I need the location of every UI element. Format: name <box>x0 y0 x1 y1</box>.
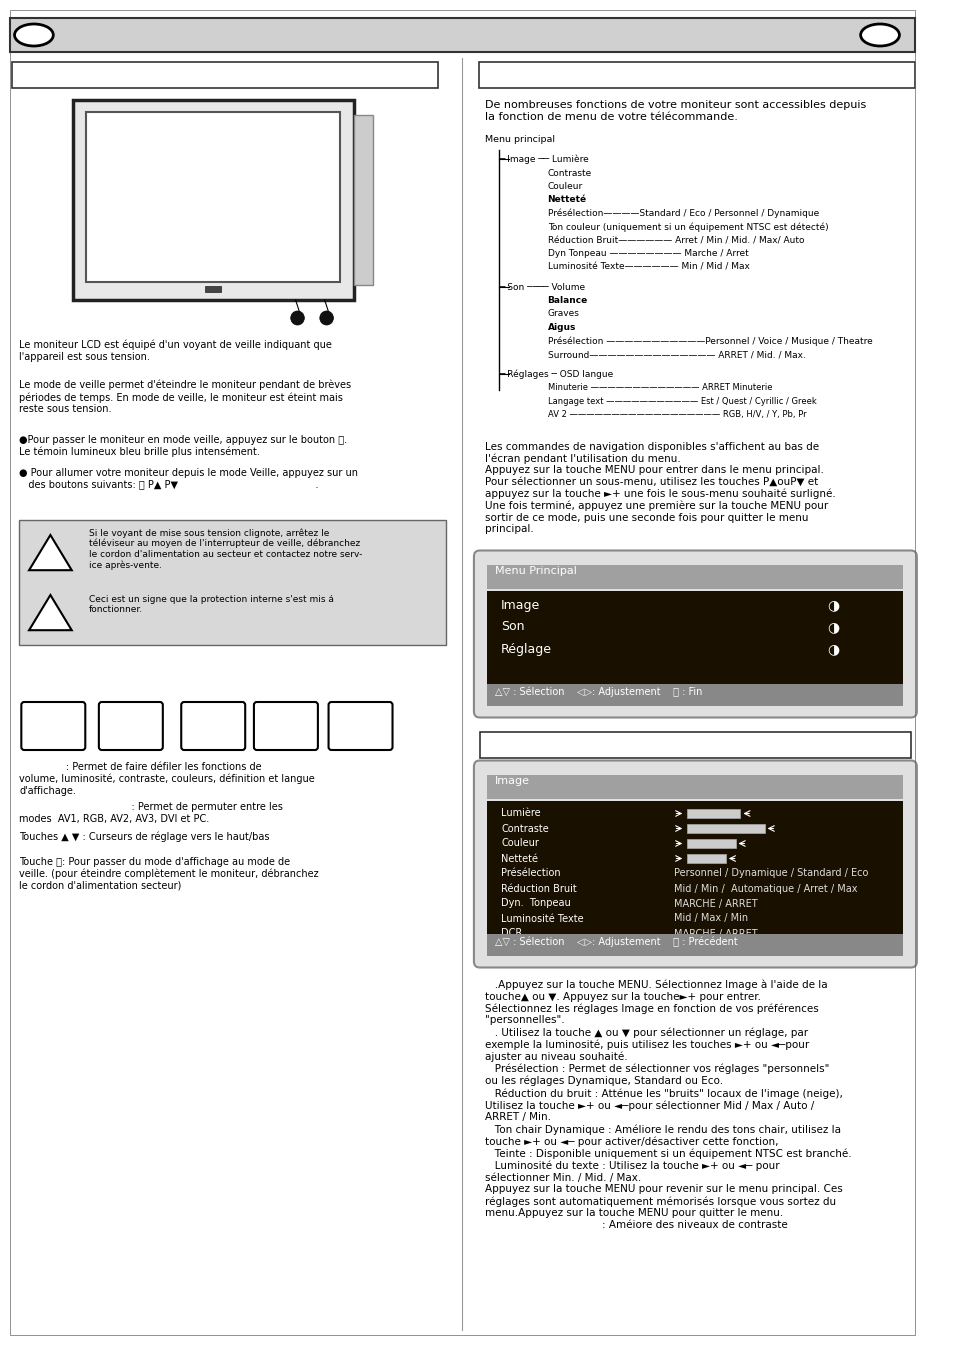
Text: Menu Principal: Menu Principal <box>495 566 577 577</box>
Text: ⏻: ⏻ <box>357 719 363 730</box>
Bar <box>478 62 914 88</box>
Text: Couleur: Couleur <box>547 182 582 190</box>
Text: : Permet de permuter entre les
modes  AV1, RGB, AV2, AV3, DVI et PC.: : Permet de permuter entre les modes AV1… <box>19 802 283 824</box>
Text: Couleur: Couleur <box>500 839 538 848</box>
Text: ─ Réglages ─ OSD langue: ─ Réglages ─ OSD langue <box>498 370 613 380</box>
Bar <box>487 774 902 798</box>
Text: !: ! <box>47 557 53 571</box>
FancyBboxPatch shape <box>181 703 245 750</box>
Text: Son: Son <box>500 620 524 634</box>
Text: ◑: ◑ <box>826 620 839 635</box>
Text: Personnel / Dynamique / Standard / Eco: Personnel / Dynamique / Standard / Eco <box>673 869 867 878</box>
Text: Présélection: Présélection <box>500 869 560 878</box>
Text: Contraste: Contraste <box>547 169 591 177</box>
Text: Surround—————————————— ARRET / Mid. / Max.: Surround—————————————— ARRET / Mid. / Ma… <box>547 350 804 359</box>
Polygon shape <box>29 594 71 630</box>
Text: : Permet de faire défiler les fonctions de
volume, luminosité, contraste, couleu: : Permet de faire défiler les fonctions … <box>19 762 314 796</box>
Text: ◑: ◑ <box>826 643 839 657</box>
Text: Contraste: Contraste <box>500 824 548 834</box>
Bar <box>479 731 910 758</box>
Text: Dyn.  Tonpeau: Dyn. Tonpeau <box>500 898 570 908</box>
Text: MARCHE / ARRET: MARCHE / ARRET <box>673 898 757 908</box>
FancyBboxPatch shape <box>253 703 317 750</box>
Bar <box>487 934 902 955</box>
Text: Réduction Bruit—————— Arret / Min / Mid. / Max/ Auto: Réduction Bruit—————— Arret / Min / Mid.… <box>547 236 803 245</box>
Text: AV 2 —————————————————— RGB, H/V, / Y, Pb, Pr: AV 2 —————————————————— RGB, H/V, / Y, P… <box>547 409 805 419</box>
Text: Le mode de veille permet d'éteindre le moniteur pendant de brèves
périodes de te: Le mode de veille permet d'éteindre le m… <box>19 380 351 415</box>
Circle shape <box>291 311 304 326</box>
Bar <box>205 286 221 292</box>
Text: △▽ : Sélection    ◁▷: Adjustement    ⓜ : Fin: △▽ : Sélection ◁▷: Adjustement ⓜ : Fin <box>495 686 702 697</box>
Text: Netteté: Netteté <box>500 854 537 863</box>
Text: Menu principal: Menu principal <box>484 135 554 145</box>
Bar <box>19 520 445 644</box>
Text: Aigus: Aigus <box>547 323 576 332</box>
Text: Lumière: Lumière <box>500 808 540 819</box>
FancyBboxPatch shape <box>328 703 392 750</box>
Text: Netteté: Netteté <box>547 196 586 204</box>
Text: Graves: Graves <box>547 309 578 319</box>
Text: Le moniteur LCD est équipé d'un voyant de veille indiquant que
l'appareil est so: Le moniteur LCD est équipé d'un voyant d… <box>19 340 332 362</box>
Bar <box>686 824 764 832</box>
Ellipse shape <box>860 24 899 46</box>
FancyBboxPatch shape <box>99 703 163 750</box>
Text: Présélection————Standard / Eco / Personnel / Dynamique: Présélection————Standard / Eco / Personn… <box>547 209 818 219</box>
Text: Langage text ——————————— Est / Quest / Cyrillic / Greek: Langage text ——————————— Est / Quest / C… <box>547 396 816 405</box>
Bar <box>686 854 725 862</box>
Text: Minuterie ————————————— ARRET Minuterie: Minuterie ————————————— ARRET Minuterie <box>547 382 771 392</box>
Text: ─ Son ──── Volume: ─ Son ──── Volume <box>498 282 584 292</box>
Text: △▽ : Sélection    ◁▷: Adjustement    ⓜ : Précédent: △▽ : Sélection ◁▷: Adjustement ⓜ : Précé… <box>495 936 738 947</box>
FancyBboxPatch shape <box>474 550 916 717</box>
Text: Mid / Min /  Automatique / Arret / Max: Mid / Min / Automatique / Arret / Max <box>673 884 856 893</box>
Circle shape <box>319 311 333 326</box>
Text: .Appuyez sur la touche MENU. Sélectionnez Image à l'aide de la
touche▲ ou ▼. App: .Appuyez sur la touche MENU. Sélectionne… <box>484 979 850 1229</box>
Text: Ton couleur (uniquement si un équipement NTSC est détecté): Ton couleur (uniquement si un équipement… <box>547 223 827 232</box>
Bar <box>86 112 340 282</box>
Text: De nombreuses fonctions de votre moniteur sont accessibles depuis
la fonction de: De nombreuses fonctions de votre moniteu… <box>484 100 865 122</box>
Bar <box>72 100 354 300</box>
Text: 2: 2 <box>324 319 329 326</box>
Text: ● Pour allumer votre moniteur depuis le mode Veille, appuyez sur un
   des bouto: ● Pour allumer votre moniteur depuis le … <box>19 467 358 489</box>
Bar <box>487 684 902 705</box>
Text: MENU
/F: MENU /F <box>39 713 68 735</box>
Text: INPUT
/OK: INPUT /OK <box>116 713 145 735</box>
Bar <box>686 839 735 847</box>
Text: ◑: ◑ <box>826 598 839 612</box>
Text: Balance: Balance <box>547 296 587 305</box>
Text: MARCHE / ARRET: MARCHE / ARRET <box>673 928 757 939</box>
Bar <box>487 590 902 685</box>
Text: Si le voyant de mise sous tension clignote, arrêtez le
téléviseur au moyen de l': Si le voyant de mise sous tension cligno… <box>89 528 362 570</box>
Bar <box>686 808 740 817</box>
Bar <box>10 18 914 51</box>
Text: Touche ⏻: Pour passer du mode d'affichage au mode de
veille. (pour éteindre comp: Touche ⏻: Pour passer du mode d'affichag… <box>19 857 318 890</box>
Text: Présélection ———————————Personnel / Voice / Musique / Theatre: Présélection ———————————Personnel / Voic… <box>547 336 871 346</box>
Ellipse shape <box>14 24 53 46</box>
Text: Mid / Max / Min: Mid / Max / Min <box>673 913 747 924</box>
Text: Image: Image <box>495 777 530 786</box>
Text: Luminosité Texte: Luminosité Texte <box>500 913 583 924</box>
Text: Luminosité Texte—————— Min / Mid / Max: Luminosité Texte—————— Min / Mid / Max <box>547 263 749 272</box>
Text: ─ Image ── Lumière: ─ Image ── Lumière <box>498 155 588 165</box>
Bar <box>354 115 373 285</box>
Bar <box>487 565 902 589</box>
Text: ▲: ▲ <box>282 719 290 730</box>
Text: ⚡: ⚡ <box>46 617 55 631</box>
Text: Réduction Bruit: Réduction Bruit <box>500 884 577 893</box>
Text: 1: 1 <box>295 319 299 326</box>
Text: Touches ▲ ▼ : Curseurs de réglage vers le haut/bas: Touches ▲ ▼ : Curseurs de réglage vers l… <box>19 832 270 843</box>
Text: Réglage: Réglage <box>500 643 552 655</box>
Bar <box>11 62 437 88</box>
Text: Dyn Tonpeau ———————— Marche / Arret: Dyn Tonpeau ———————— Marche / Arret <box>547 250 747 258</box>
FancyBboxPatch shape <box>21 703 85 750</box>
Polygon shape <box>29 535 71 570</box>
FancyBboxPatch shape <box>474 761 916 967</box>
Text: ●Pour passer le moniteur en mode veille, appuyez sur le bouton ⏻.
Le témoin lumi: ●Pour passer le moniteur en mode veille,… <box>19 435 347 457</box>
Text: Image: Image <box>500 598 539 612</box>
Bar <box>487 801 902 935</box>
Text: Les commandes de navigation disponibles s'affichent au bas de
l'écran pendant l': Les commandes de navigation disponibles … <box>484 442 835 535</box>
Text: ▼: ▼ <box>210 719 216 730</box>
Text: Ceci est un signe que la protection interne s'est mis á
fonctionner.: Ceci est un signe que la protection inte… <box>89 594 334 615</box>
Text: DCR: DCR <box>500 928 522 939</box>
